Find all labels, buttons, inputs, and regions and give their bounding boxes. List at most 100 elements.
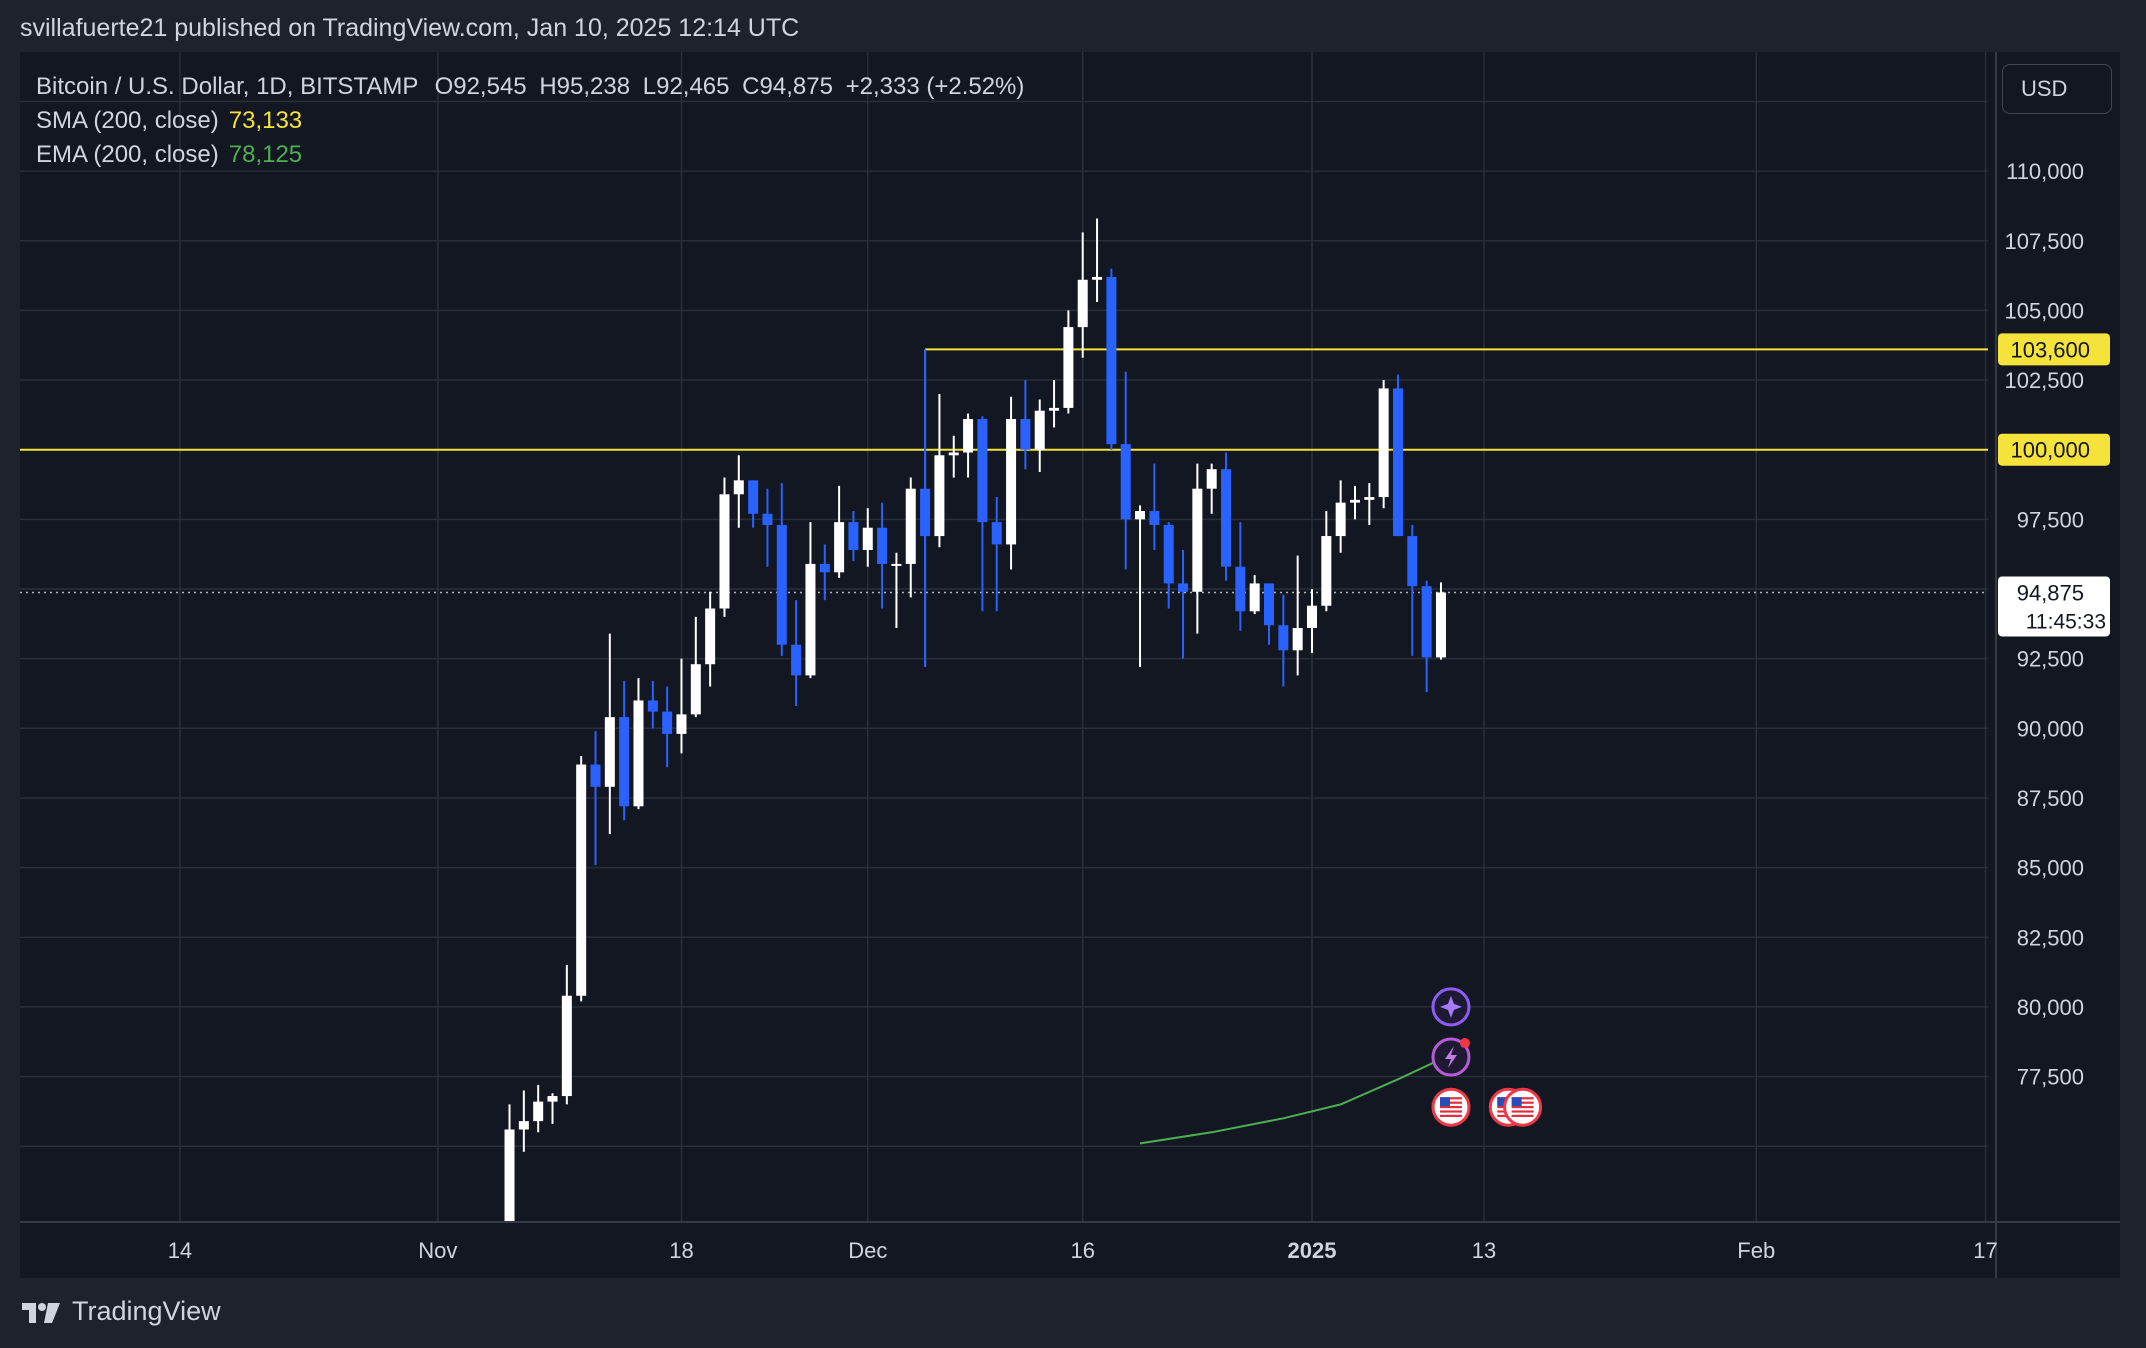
candle bbox=[977, 416, 988, 612]
us-flag-icon[interactable] bbox=[1431, 1087, 1471, 1127]
y-tick-label: 77,500 bbox=[2017, 1065, 2084, 1090]
sparkle-icon[interactable] bbox=[1431, 987, 1471, 1027]
us-flag-stripe bbox=[1439, 1105, 1462, 1109]
candle-body bbox=[1249, 583, 1260, 612]
currency-button[interactable]: USD bbox=[2002, 64, 2112, 114]
candle bbox=[920, 349, 931, 668]
candle bbox=[619, 680, 630, 821]
candle bbox=[647, 680, 658, 729]
candle-body bbox=[1378, 388, 1389, 498]
sma-label: SMA (200, close) bbox=[36, 107, 219, 134]
x-tick-label: Feb bbox=[1737, 1238, 1775, 1263]
candle bbox=[1020, 380, 1031, 470]
y-tick-label: 97,500 bbox=[2017, 507, 2084, 532]
candle-body bbox=[1006, 419, 1017, 545]
candle-body bbox=[1135, 510, 1146, 520]
us-flag-stripe bbox=[1511, 1110, 1534, 1113]
candle-body bbox=[604, 717, 615, 787]
candle bbox=[1178, 549, 1189, 659]
x-tick-label: Nov bbox=[418, 1238, 457, 1263]
candle bbox=[576, 756, 587, 1002]
candle bbox=[1349, 485, 1360, 520]
candle-body bbox=[1292, 628, 1303, 651]
candle-body bbox=[1178, 583, 1189, 592]
candle-body bbox=[662, 711, 673, 734]
chart-area[interactable]: 112,500110,000107,500105,000102,50097,50… bbox=[20, 52, 2120, 1278]
candle-body bbox=[1407, 536, 1418, 587]
level-price-label: 103,600 bbox=[2010, 337, 2090, 362]
tradingview-logo-icon[interactable] bbox=[20, 1299, 62, 1325]
candle-body bbox=[1264, 583, 1275, 626]
us-flag-stripe bbox=[1511, 1097, 1534, 1100]
candle bbox=[1392, 374, 1403, 537]
candle bbox=[1092, 218, 1103, 303]
candle bbox=[1120, 371, 1131, 570]
symbol-label[interactable]: Bitcoin / U.S. Dollar, 1D, BITSTAMP bbox=[36, 73, 418, 100]
sparkle-icon-star bbox=[1439, 995, 1462, 1018]
candle-body bbox=[1163, 524, 1174, 584]
ema-row[interactable]: EMA (200, close) 78,125 bbox=[36, 138, 1024, 172]
candle-body bbox=[1221, 469, 1232, 567]
candle-body bbox=[805, 563, 816, 676]
us-flag-stripe bbox=[1439, 1110, 1462, 1113]
high-value: 95,238 bbox=[556, 73, 631, 100]
candle bbox=[834, 485, 845, 578]
footer-brand[interactable]: TradingView bbox=[72, 1296, 221, 1326]
sma-row[interactable]: SMA (200, close) 73,133 bbox=[36, 104, 1024, 138]
candle bbox=[791, 600, 802, 707]
candle-body bbox=[862, 527, 873, 550]
candle-body bbox=[1235, 566, 1246, 612]
candle-body bbox=[791, 644, 802, 676]
open-value: 92,545 bbox=[453, 73, 527, 100]
lightning-icon[interactable] bbox=[1431, 1037, 1471, 1077]
candle bbox=[948, 435, 959, 478]
candle bbox=[1307, 589, 1317, 654]
candle bbox=[905, 477, 916, 598]
price-chart[interactable]: 112,500110,000107,500105,000102,50097,50… bbox=[20, 52, 2120, 1278]
candle bbox=[1335, 480, 1346, 553]
candle bbox=[1106, 268, 1117, 450]
y-tick-label: 82,500 bbox=[2017, 925, 2084, 950]
candle bbox=[776, 483, 787, 656]
y-tick-label: 105,000 bbox=[2004, 298, 2084, 323]
change-value: +2,333 (+2.52%) bbox=[845, 73, 1025, 100]
candle-body bbox=[991, 522, 1002, 545]
candle-body bbox=[776, 524, 787, 645]
x-tick-label: 2025 bbox=[1288, 1238, 1337, 1263]
candle-body bbox=[977, 419, 988, 523]
candle-body bbox=[891, 563, 902, 566]
candle-body bbox=[1364, 497, 1375, 500]
ohlc-row: Bitcoin / U.S. Dollar, 1D, BITSTAMP O92,… bbox=[36, 70, 1024, 104]
candle bbox=[547, 1093, 558, 1124]
high-label: H bbox=[539, 73, 557, 100]
candle bbox=[862, 508, 873, 567]
candle-body bbox=[848, 522, 859, 550]
candle bbox=[1435, 582, 1446, 660]
x-tick-label: 13 bbox=[1472, 1238, 1496, 1263]
candle-body bbox=[1192, 488, 1203, 592]
level-price-label: 100,000 bbox=[2010, 438, 2090, 463]
candle bbox=[490, 1272, 500, 1278]
candle bbox=[1278, 594, 1289, 687]
candle-body bbox=[547, 1096, 558, 1102]
candle-body bbox=[647, 700, 658, 712]
candle-body bbox=[504, 1129, 515, 1222]
countdown-label: 11:45:33 bbox=[2026, 610, 2106, 633]
candle-body bbox=[1034, 410, 1045, 450]
y-tick-label: 87,500 bbox=[2017, 786, 2084, 811]
y-tick-label: 92,500 bbox=[2017, 647, 2084, 672]
candle-body bbox=[1307, 605, 1317, 629]
candle-body bbox=[748, 480, 759, 514]
close-label: C bbox=[742, 73, 760, 100]
candle-body bbox=[676, 714, 687, 734]
candle bbox=[1149, 463, 1160, 550]
low-label: L bbox=[642, 73, 657, 100]
candle-body bbox=[1278, 625, 1289, 651]
low-value: 92,465 bbox=[656, 73, 730, 100]
candle-body bbox=[1335, 502, 1346, 537]
notification-dot bbox=[1459, 1038, 1470, 1049]
us-flag-icon[interactable] bbox=[1503, 1087, 1543, 1127]
candle-body bbox=[920, 488, 931, 537]
candle-body bbox=[518, 1121, 529, 1130]
candle-body bbox=[1435, 592, 1446, 658]
